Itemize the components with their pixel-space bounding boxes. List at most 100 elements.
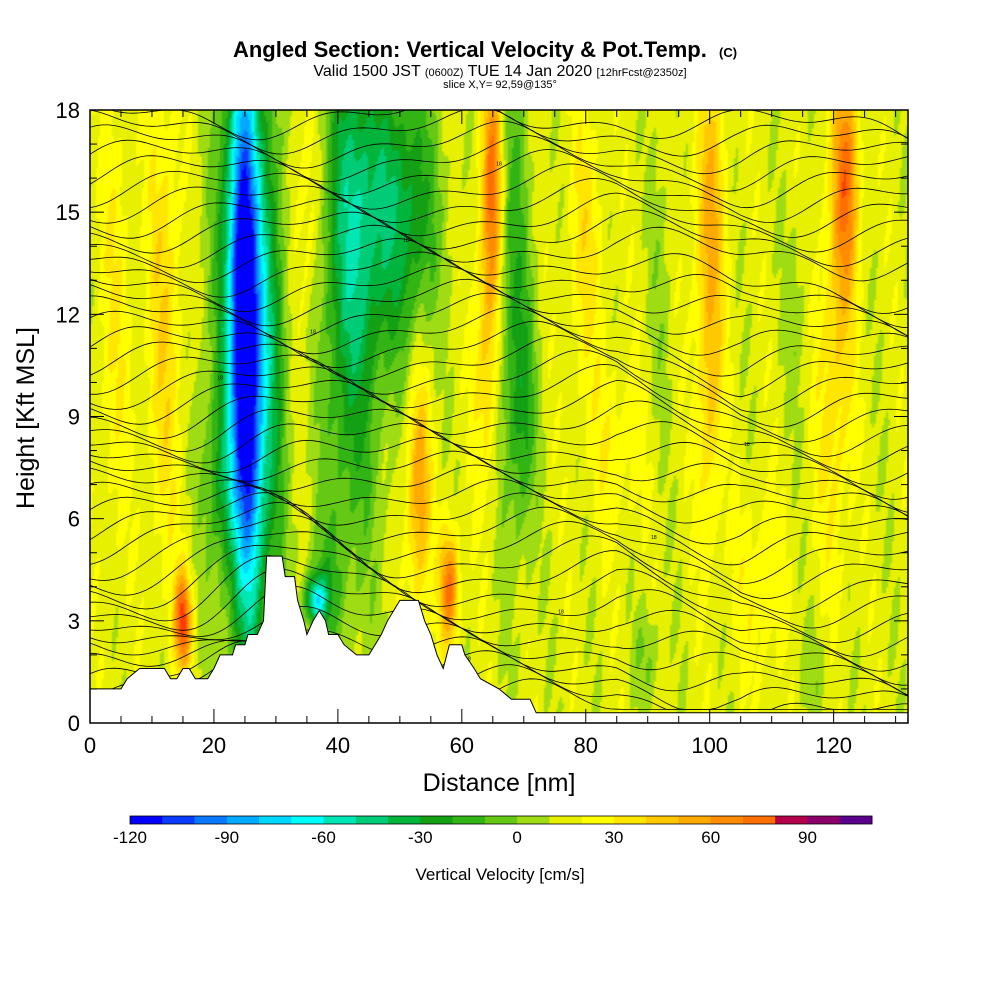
isentrope-line — [90, 422, 908, 500]
isentrope-line — [90, 478, 908, 545]
terrain-mask — [90, 555, 908, 723]
colorbar-tick-label: 90 — [798, 828, 817, 847]
isentrope-line — [90, 209, 908, 268]
isentrope-label: 18 — [403, 238, 409, 244]
isentrope-line — [90, 555, 908, 658]
x-tick-label: 120 — [815, 733, 852, 758]
isentrope-line — [90, 515, 908, 614]
colorbar-swatch — [226, 816, 260, 824]
subtitle-valid: Valid 1500 JST — [313, 63, 424, 80]
isentrope-line — [90, 120, 908, 175]
colorbar-swatch — [839, 816, 873, 824]
y-tick-label: 18 — [56, 98, 80, 123]
isentrope-line — [90, 251, 908, 328]
x-tick-label: 0 — [84, 733, 96, 758]
isentrope-label: 18 — [217, 375, 223, 381]
y-axis: 0 3 6 9 12 15 18 — [56, 98, 908, 736]
isentrope-line — [90, 265, 908, 337]
isentrope-line — [90, 149, 908, 209]
colorbar-swatch — [291, 816, 324, 824]
x-tick-label: 80 — [574, 733, 598, 758]
x-tick-label: 40 — [326, 733, 350, 758]
y-tick-label: 0 — [68, 711, 80, 736]
colorbar-swatch — [162, 816, 195, 824]
isentrope-line — [90, 531, 908, 629]
y-axis-label: Height [Kft MSL] — [12, 327, 40, 509]
isentrope-label: 18 — [558, 609, 564, 615]
isentrope-line — [90, 485, 908, 566]
isentrope-label: 18 — [744, 442, 750, 448]
isentrope-line — [90, 278, 908, 337]
isentrope-line — [90, 640, 908, 710]
isentrope-line — [90, 379, 908, 457]
y-tick-label: 9 — [68, 405, 80, 430]
colorbar-swatch — [194, 816, 228, 824]
isentrope-label: 18 — [651, 535, 657, 541]
colorbar-swatch — [484, 816, 518, 824]
isentrope-line — [90, 364, 908, 443]
colorbar-swatch — [710, 816, 744, 824]
chart-title: Angled Section: Vertical Velocity & Pot.… — [233, 37, 737, 62]
isentrope-line — [90, 238, 908, 314]
y-tick-label: 12 — [56, 302, 80, 327]
colorbar-tick-label: -90 — [214, 828, 239, 847]
colorbar-swatch — [646, 816, 679, 824]
isentrope-line — [90, 568, 908, 672]
colorbar-tick-label: 30 — [604, 828, 623, 847]
colorbar-swatch — [742, 816, 776, 824]
colorbar-swatch — [581, 816, 615, 824]
vertical-velocity-field — [90, 110, 908, 723]
x-tick-label: 20 — [202, 733, 226, 758]
isentrope-line — [90, 605, 908, 696]
colorbar: -120 -90 -60 -30 0 30 60 90 — [113, 815, 873, 847]
slice-label: slice X,Y= 92,59@135° — [443, 79, 557, 91]
x-axis-label: Distance [nm] — [423, 769, 576, 797]
isentrope-line — [90, 224, 908, 282]
y-tick-label: 3 — [68, 609, 80, 634]
isentrope-line — [90, 545, 908, 643]
colorbar-tick-label: -120 — [113, 828, 147, 847]
isentrope-line — [90, 349, 908, 428]
isentrope-line — [90, 408, 908, 486]
x-tick-label: 60 — [450, 733, 474, 758]
colorbar-swatch — [452, 816, 486, 824]
subtitle-forecast: [12hrFcst@2350z] — [597, 67, 687, 79]
colorbar-swatch — [355, 816, 389, 824]
colorbar-swatch — [613, 816, 647, 824]
isentrope-line — [90, 292, 908, 356]
colorbar-tick-label: -30 — [408, 828, 433, 847]
isentrope-line — [90, 192, 908, 253]
colorbar-swatch — [323, 816, 357, 824]
colorbar-swatch — [130, 816, 163, 824]
pot-temp-contours: 1818181818181818 — [90, 110, 908, 710]
isentrope-line — [90, 394, 908, 472]
isentrope-line — [90, 436, 908, 513]
isentrope-line — [90, 585, 908, 686]
colorbar-frame — [129, 815, 873, 825]
isentrope-line — [90, 450, 908, 517]
isentrope-line — [90, 110, 908, 157]
subtitle-zulu: (0600Z) — [425, 67, 464, 79]
isentrope-line — [90, 320, 908, 398]
isentrope-line — [90, 492, 908, 585]
isentrope-line — [90, 335, 908, 413]
colorbar-swatch — [678, 816, 712, 824]
colorbar-swatch — [517, 816, 550, 824]
isentrope-line — [90, 501, 908, 600]
colorbar-swatch — [807, 816, 841, 824]
x-axis: 0 20 40 60 80 100 120 — [84, 110, 897, 758]
colorbar-tick-label: 0 — [512, 828, 521, 847]
chart-subtitle: Valid 1500 JST (0600Z) TUE 14 Jan 2020 [… — [313, 63, 686, 80]
colorbar-label: Vertical Velocity [cm/s] — [415, 865, 584, 884]
chart-title-text: Angled Section: Vertical Velocity & Pot.… — [233, 37, 707, 62]
colorbar-swatch — [775, 816, 808, 824]
x-tick-label: 100 — [691, 733, 728, 758]
colorbar-tick-label: -60 — [311, 828, 336, 847]
isentrope-line — [90, 306, 908, 377]
plot-area: 1818181818181818 — [89, 109, 909, 724]
subtitle-date: TUE 14 Jan 2020 — [463, 63, 596, 80]
chart-title-tag: (C) — [719, 45, 737, 60]
colorbar-swatch — [549, 816, 583, 824]
colorbar-swatch — [420, 816, 454, 824]
